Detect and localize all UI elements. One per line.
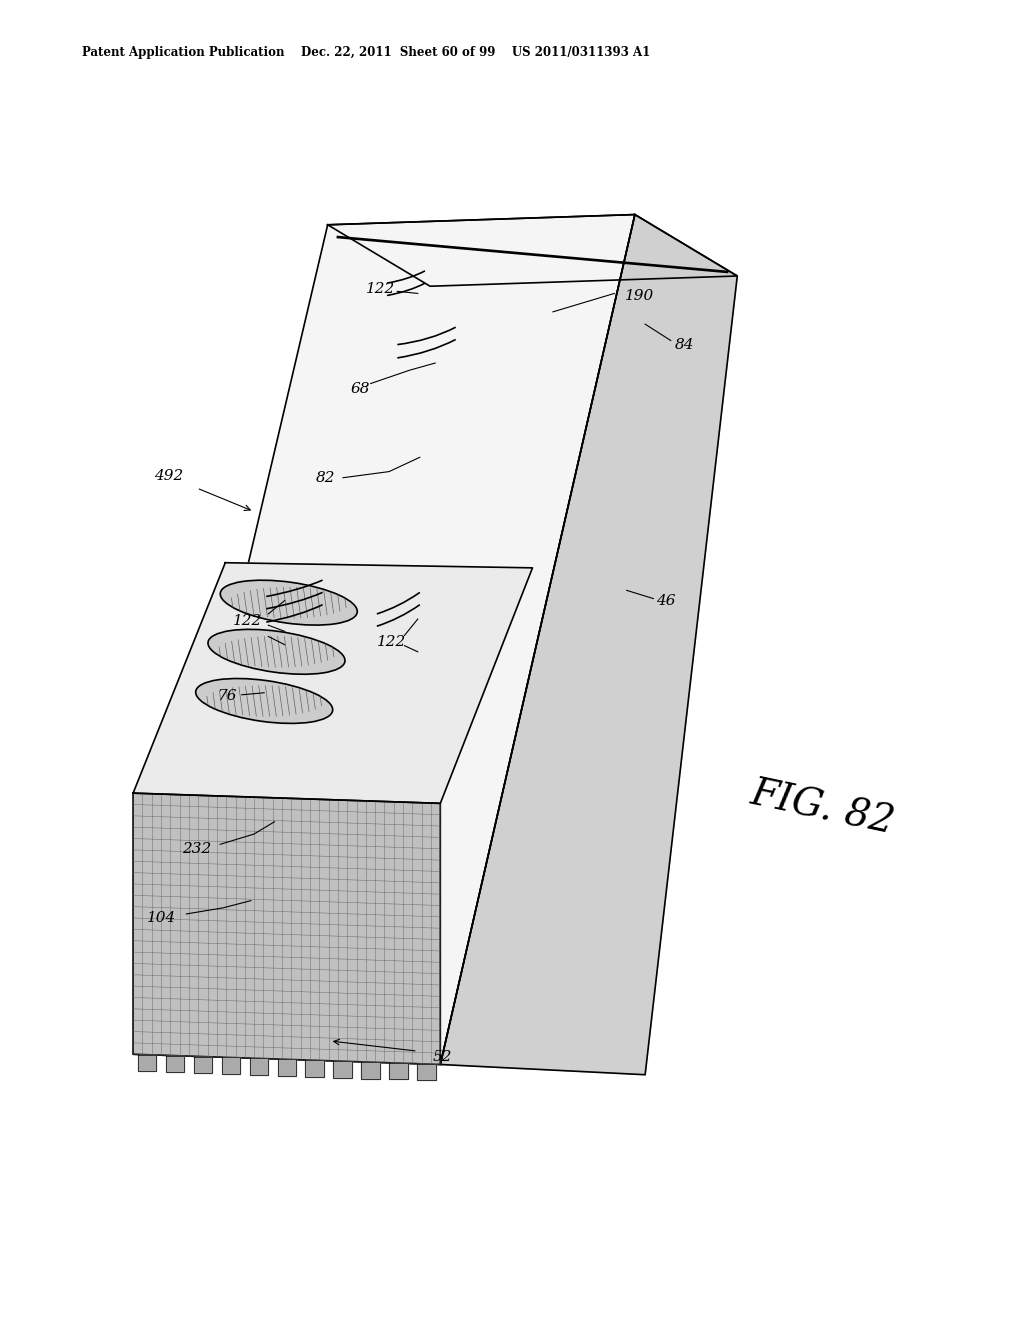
Polygon shape [133, 562, 532, 804]
Text: 52: 52 [432, 1051, 453, 1064]
Text: 68: 68 [350, 381, 371, 396]
Text: 122: 122 [377, 635, 406, 648]
Text: Patent Application Publication    Dec. 22, 2011  Sheet 60 of 99    US 2011/03113: Patent Application Publication Dec. 22, … [82, 46, 650, 59]
Polygon shape [305, 1060, 324, 1077]
Text: 492: 492 [155, 469, 183, 483]
Text: 46: 46 [655, 594, 676, 607]
Polygon shape [440, 215, 737, 1074]
Ellipse shape [220, 581, 357, 626]
Text: 190: 190 [626, 289, 654, 304]
Polygon shape [278, 1060, 296, 1076]
Ellipse shape [208, 630, 345, 675]
Polygon shape [250, 1059, 268, 1074]
Text: 122: 122 [233, 614, 262, 628]
Polygon shape [389, 1063, 408, 1080]
Text: 232: 232 [182, 842, 211, 857]
Polygon shape [138, 1055, 157, 1071]
Text: 84: 84 [674, 338, 694, 351]
Polygon shape [194, 1056, 212, 1073]
Polygon shape [361, 1063, 380, 1078]
Text: FIG. 82: FIG. 82 [748, 775, 898, 842]
Text: 104: 104 [147, 911, 176, 925]
Polygon shape [328, 215, 737, 286]
Polygon shape [133, 215, 635, 1064]
Ellipse shape [196, 678, 333, 723]
Text: 76: 76 [217, 689, 238, 702]
Polygon shape [166, 1056, 184, 1072]
Polygon shape [334, 1061, 352, 1077]
Polygon shape [417, 1064, 435, 1080]
Text: 122: 122 [367, 282, 395, 296]
Polygon shape [133, 793, 440, 1064]
Text: 82: 82 [315, 471, 336, 484]
Polygon shape [221, 1057, 240, 1074]
